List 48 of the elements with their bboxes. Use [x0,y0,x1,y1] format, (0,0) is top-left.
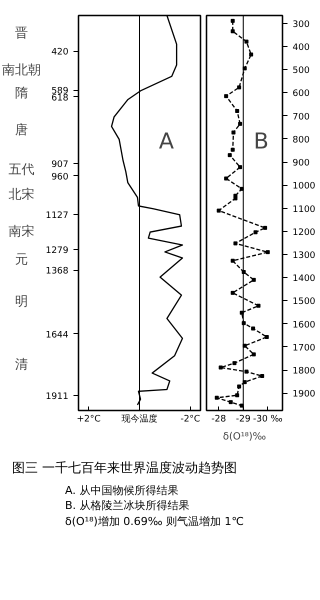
text: 清 [15,357,28,372]
text: B. 从格陵兰冰块所得结果 [64,498,191,514]
y-tick-label: 300 [292,20,310,30]
y-tick-label: 900 [292,158,310,169]
y-tick-label: 400 [292,42,310,53]
text: 图三 一千七百年来世界温度波动趋势图 [10,460,238,478]
y-tick-label: 1200 [292,228,316,238]
y-tick-label: 1400 [292,274,316,284]
y-tick-label: 800 [292,135,310,146]
y-tick-label: 1300 [292,250,316,261]
x-axis-title: δ(O¹⁸)‰ [222,432,266,442]
text: 明 [15,294,28,310]
text: 唐 [15,122,28,138]
text: 五代 [8,162,34,178]
y-tick-label: 907 [51,160,69,170]
y-tick-label: 420 [51,48,69,58]
y-tick-label: 1911 [46,392,68,402]
y-tick-label: 1100 [292,204,316,215]
y-tick-label: 1000 [292,182,316,192]
x-tick-label: -30 ‰ [252,414,283,424]
text: 元 [15,252,28,268]
text: 南宋 [8,224,34,240]
y-tick-label: 1368 [46,266,69,277]
y-tick-label: 500 [292,66,310,76]
x-tick-label: 现今温度 [122,414,158,424]
y-tick-label: 1800 [292,366,316,377]
text: 南北朝 [2,63,41,78]
x-tick-label: -29 [236,414,251,424]
text: 隋 [15,86,28,102]
y-tick-label: 700 [292,112,310,122]
text: δ(O¹⁸)增加 0.69‰ 则气温增加 1℃ [64,514,244,530]
y-tick-label: 1900 [292,390,316,400]
x-tick-label: -28 [211,414,226,424]
y-tick-label: 1127 [46,211,68,221]
text: A. 从中国物候所得结果 [64,482,180,498]
y-tick-label: 1644 [46,330,69,340]
y-tick-label: 1279 [46,246,69,256]
y-tick-label: 600 [292,89,310,100]
y-tick-label: 1700 [292,343,316,354]
text: A [158,129,174,154]
y-tick-label: 960 [51,172,69,182]
x-tick-label: +2°C [76,414,101,424]
text: 晋 [15,26,28,41]
text: B [254,129,269,154]
y-tick-label: 1500 [292,297,316,308]
y-tick-label: 1600 [292,320,316,330]
text: 北宋 [8,186,34,203]
x-tick-label: -2°C [180,414,200,424]
